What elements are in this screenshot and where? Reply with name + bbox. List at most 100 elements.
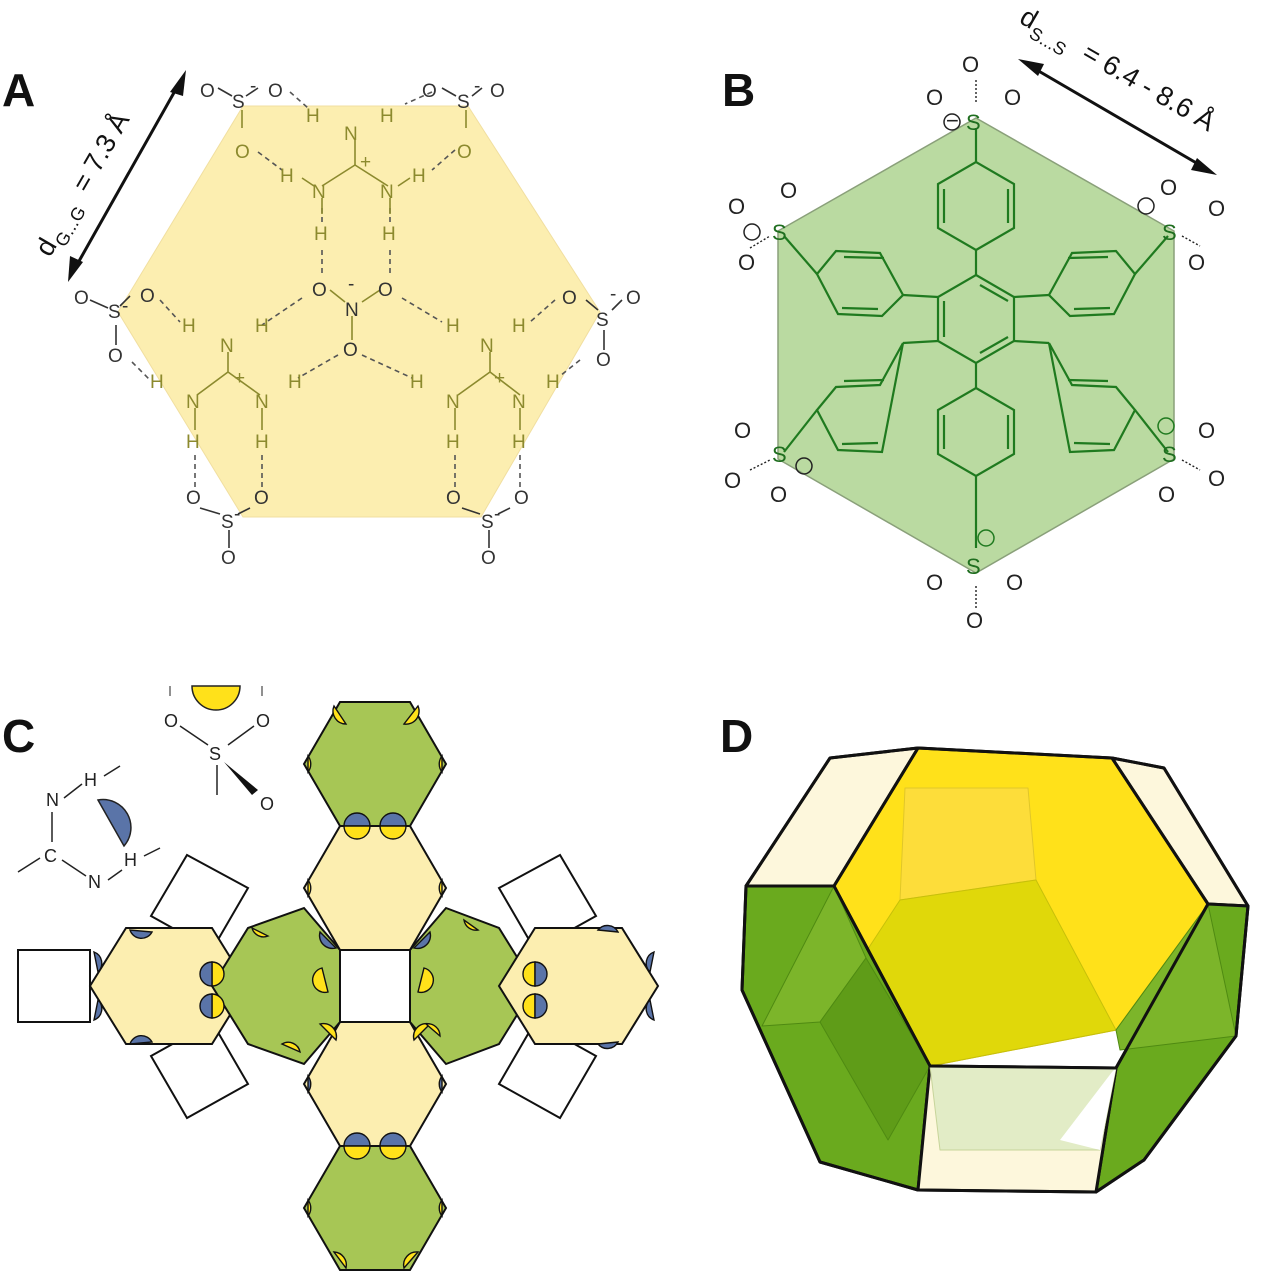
atom-o: O <box>1004 85 1021 110</box>
atom-n: N <box>345 300 359 321</box>
atom-h: H <box>182 316 196 337</box>
negative-charge-icon <box>1157 417 1175 435</box>
truncated-octahedron <box>740 746 1250 1194</box>
atom-n: N <box>380 182 394 203</box>
atom-o: O <box>562 288 577 309</box>
atom-h: H <box>446 432 460 453</box>
atom-n: N <box>186 392 200 413</box>
atom-o: O <box>1006 570 1023 595</box>
atom-h: H <box>84 770 97 790</box>
charge-plus: + <box>360 152 371 173</box>
panel-a-hexagon <box>117 105 601 518</box>
atom-o: O <box>962 52 979 77</box>
panel-c-squares <box>17 853 598 1120</box>
panel-a-distance-arrow <box>68 70 186 282</box>
atom-s: S <box>1162 220 1177 245</box>
panel-a-distance-subscript: G...G <box>51 203 90 250</box>
atom-s: S <box>1162 442 1177 467</box>
atom-o: O <box>626 288 641 309</box>
atom-o: O <box>596 350 611 371</box>
atom-o: O <box>926 570 943 595</box>
panel-a-label: A <box>2 64 35 116</box>
panel-b-distance-subscript: S...S <box>1026 23 1070 60</box>
atom-o: O <box>186 488 201 509</box>
atom-o: O <box>966 608 983 633</box>
atom-s: S <box>966 110 981 135</box>
charge-minus: - <box>348 274 354 295</box>
charge-minus: − <box>946 108 959 133</box>
atom-n: N <box>220 336 234 357</box>
charge-minus: - <box>234 504 240 525</box>
atom-o: O <box>268 81 283 102</box>
panel-d: D <box>720 710 1250 1194</box>
panel-b-distance-value: = 6.4 - 8.6 Å <box>1077 36 1221 137</box>
panel-a-atoms: O S O - O O S O - O H N H + H N N H H H … <box>74 76 641 569</box>
atom-n: N <box>312 182 326 203</box>
atom-s: S <box>108 302 121 323</box>
atom-s: S <box>221 512 234 533</box>
atom-s: S <box>966 554 981 579</box>
panel-c-label: C <box>2 710 35 762</box>
atom-o: O <box>1188 250 1205 275</box>
panel-a-distance-value: = 7.3 Å <box>65 107 135 197</box>
atom-s: S <box>232 92 245 113</box>
atom-n: N <box>344 124 358 145</box>
panel-c-guanidinium-legend: N H C N H <box>17 765 161 892</box>
guanidinium-wedge-icon <box>96 798 132 848</box>
panel-b-label: B <box>722 64 755 116</box>
negative-charge-icon <box>743 223 761 241</box>
atom-o: O <box>738 250 755 275</box>
atom-h: H <box>255 316 269 337</box>
panel-b-hexaphenylbenzene <box>783 128 1169 548</box>
atom-h: H <box>288 372 302 393</box>
atom-s: S <box>209 744 221 764</box>
atom-o: O <box>140 286 155 307</box>
atom-o: O <box>221 548 236 569</box>
atom-h: H <box>150 372 164 393</box>
charge-minus: - <box>494 504 500 525</box>
atom-n: N <box>446 392 460 413</box>
atom-n: N <box>88 872 101 892</box>
atom-o: O <box>422 81 437 102</box>
atom-s: S <box>481 512 494 533</box>
panel-c-markers <box>93 704 655 1270</box>
atom-s: S <box>772 442 787 467</box>
atom-h: H <box>124 850 137 870</box>
panel-d-label: D <box>720 710 753 762</box>
atom-s: S <box>457 92 470 113</box>
atom-h: H <box>410 372 424 393</box>
panel-b-hexagon <box>777 117 1175 574</box>
atom-o: O <box>724 468 741 493</box>
atom-o: O <box>312 280 327 301</box>
panel-a-covalent-bonds <box>194 110 521 430</box>
atom-o: O <box>770 482 787 507</box>
atom-o: O <box>1198 418 1215 443</box>
atom-o: O <box>1158 482 1175 507</box>
charge-plus: + <box>494 368 505 389</box>
atom-o: O <box>1208 196 1225 221</box>
atom-o: O <box>108 346 123 367</box>
atom-h: H <box>186 432 200 453</box>
atom-h: H <box>382 224 396 245</box>
charge-minus: - <box>250 76 256 97</box>
atom-h: H <box>306 106 320 127</box>
atom-n: N <box>46 790 59 810</box>
atom-h: H <box>255 432 269 453</box>
atom-h: H <box>412 166 426 187</box>
panel-a-sulfonate-bonds <box>89 87 623 548</box>
atom-o: O <box>728 194 745 219</box>
atom-o: O <box>780 178 797 203</box>
atom-o: O <box>256 711 270 731</box>
atom-o: O <box>734 418 751 443</box>
atom-c: C <box>44 846 57 866</box>
panel-b-distance-label: d S...S = 6.4 - 8.6 Å <box>1015 1 1221 137</box>
atom-h: H <box>546 372 560 393</box>
atom-o: O <box>343 340 358 361</box>
panel-a-distance-label: d G...G = 7.3 Å <box>29 107 135 261</box>
atom-o: O <box>490 81 505 102</box>
atom-h: H <box>512 316 526 337</box>
panel-b-sulfonates: S O O O − S O O O S O O O S O O O S <box>724 52 1225 633</box>
charge-plus: + <box>234 368 245 389</box>
atom-n: N <box>255 392 269 413</box>
